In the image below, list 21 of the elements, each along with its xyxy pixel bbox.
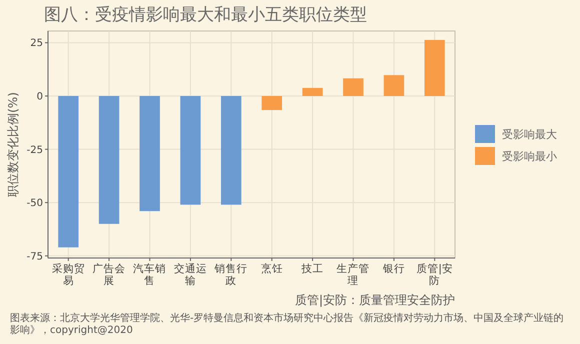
chart-title: 图八：受疫情影响最大和最小五类职位类型 [44, 4, 367, 26]
text: 图表来源：北京大学光华管理学院、光华-罗特曼信息和资本市场研究中心报告《新冠疫情对劳动力市场、中国及全球产业链的影响》，copyright@2020 [10, 313, 565, 337]
x-tick-label: 烹饪 [260, 263, 284, 275]
x-tick-label: 技工 [300, 263, 325, 275]
y-tick-label: -50 [26, 198, 43, 210]
x-tick-label: 交通运输 [172, 263, 208, 287]
y-tick-label: 0 [36, 92, 43, 103]
text: 质管|安防：质量管理安全防护 [294, 292, 455, 309]
x-tick-label: 银行 [382, 263, 406, 275]
x-tick-label: 采购贸易 [50, 263, 86, 287]
y-tick-label: 25 [30, 38, 43, 50]
legend-label: 受影响最小 [502, 149, 557, 164]
y-tick-label: -25 [26, 144, 43, 156]
legend-label: 受影响最大 [502, 127, 557, 142]
x-tick-label: 生产管理 [336, 263, 371, 287]
x-tick-label: 汽车销售 [132, 263, 168, 287]
x-tick-label: 质管|安防 [415, 263, 454, 287]
x-tick-label: 广告会展 [92, 263, 127, 287]
x-tick-label: 销售行政 [214, 263, 249, 287]
y-axis-title: 职位数变化比例(%) [6, 92, 20, 197]
y-tick-label: -75 [26, 251, 43, 262]
